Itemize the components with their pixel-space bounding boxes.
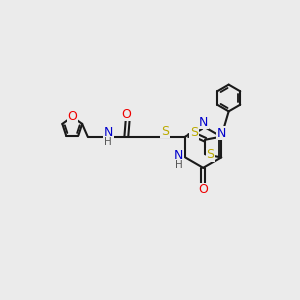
Text: H: H [175, 160, 182, 170]
Text: N: N [103, 126, 113, 139]
Text: S: S [161, 125, 169, 138]
Text: S: S [190, 126, 198, 139]
Text: N: N [217, 127, 226, 140]
Text: N: N [199, 116, 208, 129]
Text: H: H [104, 137, 112, 147]
Text: S: S [206, 148, 214, 161]
Text: O: O [67, 110, 77, 123]
Text: O: O [198, 183, 208, 196]
Text: O: O [122, 107, 131, 121]
Text: N: N [174, 149, 183, 162]
